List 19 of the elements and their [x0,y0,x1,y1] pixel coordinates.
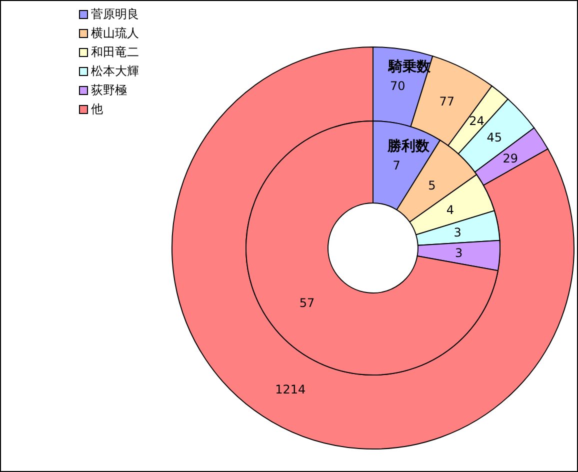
legend-label: 横山琉人 [91,25,139,42]
data-label: 3 [454,226,462,240]
legend-label: 和田竜二 [91,44,139,61]
legend-label: 他 [91,101,103,118]
data-label: 1214 [275,382,306,397]
legend-label: 松本大輝 [91,63,139,80]
data-label: 7 [392,158,400,172]
data-label: 29 [502,151,518,166]
legend-label: 菅原明良 [91,6,139,23]
data-label: 3 [455,246,463,260]
data-label: 70 [390,78,406,93]
data-label: 5 [428,178,436,192]
data-label: 4 [446,203,454,218]
slice-label: 勝利数 [386,138,431,154]
data-label: 57 [299,296,315,310]
data-label: 45 [486,130,502,145]
legend-label: 荻野極 [91,82,127,99]
data-label: 77 [439,94,455,109]
data-label: 24 [469,114,484,128]
